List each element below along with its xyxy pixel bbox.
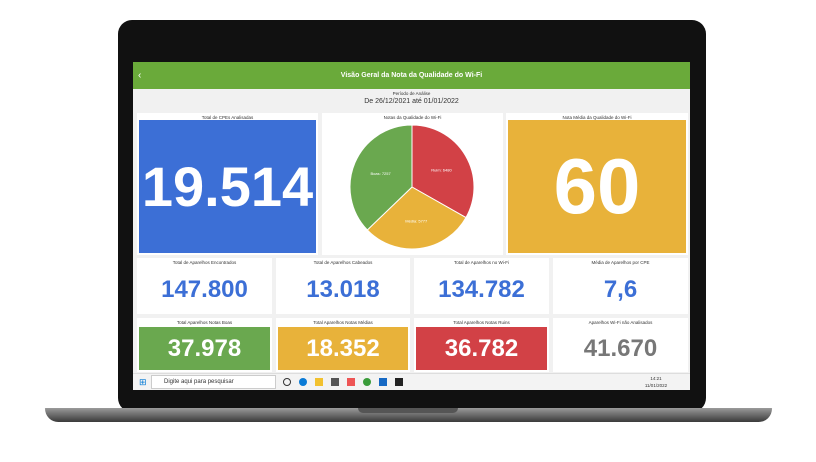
- pie-slice: [366, 186, 467, 250]
- kpi-card: Total de Aparelhos no Wi-Fi 134.782: [414, 258, 549, 314]
- taskbar-icon[interactable]: [331, 378, 339, 386]
- period: De 26/12/2021 até 01/01/2022: [364, 98, 459, 105]
- taskbar-icon[interactable]: [363, 378, 371, 386]
- pie-chart: Ruim: 6480 Média: 5777 Boas: 7257: [349, 124, 475, 250]
- kpi-value: 41.670: [555, 327, 686, 370]
- search-box[interactable]: Digite aqui para pesquisar: [151, 375, 276, 389]
- back-button[interactable]: ‹: [138, 70, 142, 81]
- pie-card: Notas da Qualidade do Wi-Fi Ruim: 6480 Mé…: [322, 113, 503, 255]
- kpi-value: 18.352: [278, 327, 408, 370]
- slice-label: Média: 5777: [405, 218, 428, 223]
- taskbar-icon[interactable]: [283, 378, 291, 386]
- kpi-title: Total de Aparelhos Encontrados: [172, 260, 237, 265]
- start-button[interactable]: ⊞: [139, 377, 147, 387]
- slice-label: Boas: 7257: [370, 171, 391, 176]
- kpi-card: Média de Aparelhos por CPE 7,6: [553, 258, 688, 314]
- kpi-value: 19.514: [139, 120, 316, 253]
- kpi-title: Total de Aparelhos Cabeados: [313, 260, 373, 265]
- taskbar-icon[interactable]: [347, 378, 355, 386]
- slice-label: Ruim: 6480: [431, 167, 452, 172]
- kpi-title: Total de Aparelhos no Wi-Fi: [453, 260, 510, 265]
- title: Visão Geral da Nota da Qualidade do Wi-F…: [340, 72, 483, 79]
- kpi-title: Aparelhos Wi-Fi não Analisados: [588, 320, 653, 325]
- dashboard: Visão Geral da Nota da Qualidade do Wi-F…: [133, 62, 690, 390]
- period-label: Período de Análise: [392, 91, 431, 96]
- kpi-card: Total de CPEs Analisadas 19.514: [137, 113, 318, 255]
- kpi-card: Total Aparelhos Notas Ruins 36.782: [414, 318, 549, 372]
- search-text: Digite aqui para pesquisar: [164, 379, 234, 385]
- kpi-card: Total Aparelhos Notas Boas 37.978: [137, 318, 272, 372]
- laptop-base: [45, 408, 772, 422]
- clock[interactable]: 14:21 11/01/2022: [641, 375, 671, 389]
- kpi-title: Total Aparelhos Notas Boas: [176, 320, 233, 325]
- kpi-value: 60: [508, 120, 686, 253]
- kpi-title: Nota Média da Qualidade do Wi-Fi: [562, 115, 632, 120]
- taskbar-icon[interactable]: [315, 378, 323, 386]
- kpi-card: Total de Aparelhos Encontrados 147.800: [137, 258, 272, 314]
- header-bar: Visão Geral da Nota da Qualidade do Wi-F…: [133, 62, 690, 89]
- pie-slice: [349, 124, 413, 231]
- taskbar-icon[interactable]: [299, 378, 307, 386]
- kpi-value: 7,6: [555, 267, 686, 312]
- kpi-title: Média de Aparelhos por CPE: [591, 260, 650, 265]
- date: 11/01/2022: [644, 383, 668, 388]
- time: 14:21: [650, 376, 662, 381]
- kpi-title: Total Aparelhos Notas Ruins: [453, 320, 510, 325]
- kpi-value: 36.782: [416, 327, 547, 370]
- kpi-title: Total Aparelhos Notas Médias: [313, 320, 373, 325]
- kpi-card: Total Aparelhos Notas Médias 18.352: [276, 318, 410, 372]
- taskbar-icon[interactable]: [395, 378, 403, 386]
- kpi-card: Aparelhos Wi-Fi não Analisados 41.670: [553, 318, 688, 372]
- taskbar-icons: [283, 378, 423, 387]
- pie-slice: [411, 124, 475, 219]
- laptop-notch: [358, 408, 458, 413]
- kpi-card: Total de Aparelhos Cabeados 13.018: [276, 258, 410, 314]
- kpi-value: 134.782: [416, 267, 547, 312]
- kpi-title: Total de CPEs Analisadas: [201, 115, 254, 120]
- kpi-card: Nota Média da Qualidade do Wi-Fi 60: [506, 113, 688, 255]
- pie-title: Notas da Qualidade do Wi-Fi: [383, 115, 442, 120]
- kpi-value: 147.800: [139, 267, 270, 312]
- taskbar-icon[interactable]: [379, 378, 387, 386]
- taskbar: ⊞ Digite aqui para pesquisar 14:21 11/01/…: [133, 373, 690, 390]
- kpi-value: 13.018: [278, 267, 408, 312]
- kpi-value: 37.978: [139, 327, 270, 370]
